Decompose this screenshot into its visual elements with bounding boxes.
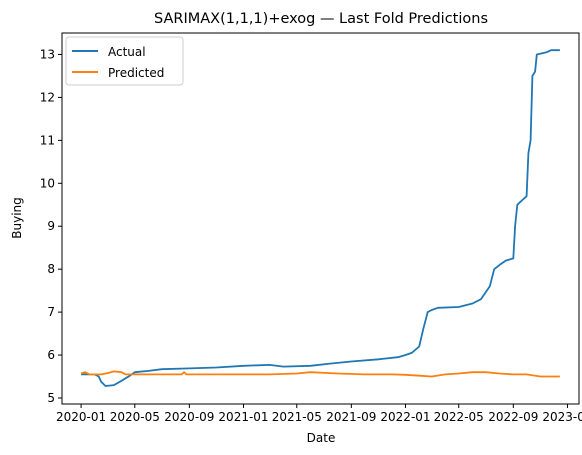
- legend-label-actual: Actual: [108, 45, 146, 59]
- x-tick-label: 2020-09: [164, 410, 214, 424]
- x-axis-label: Date: [307, 431, 336, 445]
- x-tick-label: 2022-09: [488, 410, 538, 424]
- x-tick-label: 2020-05: [110, 410, 160, 424]
- x-tick-label: 2022-01: [380, 410, 430, 424]
- x-tick-label: 2020-01: [56, 410, 106, 424]
- plot-frame: [61, 32, 580, 405]
- legend-label-predicted: Predicted: [108, 66, 164, 80]
- chart-title: SARIMAX(1,1,1)+exog — Last Fold Predicti…: [154, 11, 488, 27]
- y-tick-label: 12: [40, 90, 55, 104]
- y-axis: 5 6 7 8 9 10 11 12 13: [40, 47, 62, 405]
- x-axis: 2020-01 2020-05 2020-09 2021-01 2021-05 2021-…: [56, 404, 582, 424]
- legend: Actual Predicted: [65, 36, 184, 86]
- y-tick-label: 9: [47, 219, 55, 233]
- y-tick-label: 11: [40, 133, 55, 147]
- x-tick-label: 2023-01: [542, 410, 582, 424]
- x-tick-label: 2021-01: [218, 410, 268, 424]
- y-tick-label: 5: [47, 391, 55, 405]
- y-tick-label: 8: [47, 262, 55, 276]
- x-tick-label: 2021-05: [272, 410, 322, 424]
- series-layer: [80, 49, 560, 387]
- plot-area: [61, 32, 580, 405]
- y-axis-label: Buying: [10, 197, 24, 239]
- y-tick-label: 7: [47, 305, 55, 319]
- y-tick-label: 10: [40, 176, 55, 190]
- x-tick-label: 2021-09: [326, 410, 376, 424]
- y-tick-label: 6: [47, 348, 55, 362]
- series-line-actual: [81, 49, 560, 387]
- series-line-predicted: [80, 370, 560, 378]
- y-tick-label: 13: [40, 47, 55, 61]
- x-tick-label: 2022-05: [434, 410, 484, 424]
